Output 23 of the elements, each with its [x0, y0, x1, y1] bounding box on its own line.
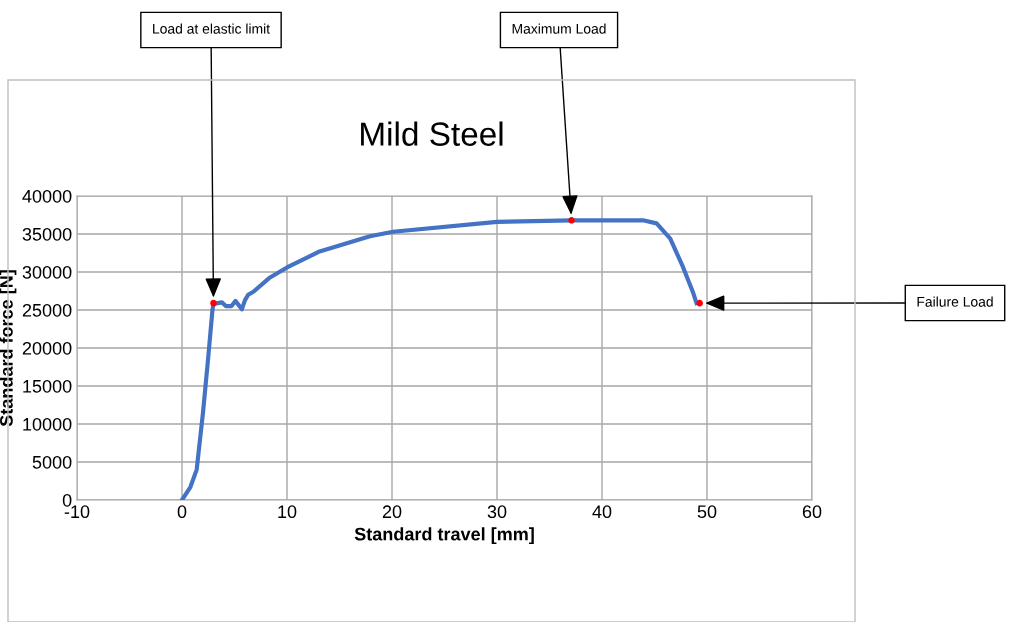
x-tick-label: 20	[382, 505, 402, 519]
annotation: Failure Load	[917, 296, 993, 307]
x-tick-label: 60	[802, 505, 822, 519]
x-tick-label: 50	[697, 505, 717, 519]
y-tick-label: 10000	[23, 417, 72, 431]
y-tick-label: 35000	[22, 227, 72, 241]
annotation: Load at elastic limit	[153, 23, 270, 34]
y-tick-label: 15000	[23, 379, 72, 393]
x-tick-label: 0	[177, 505, 187, 519]
y-axis-title: Standard force [N]	[0, 270, 17, 427]
y-tick-label: 0	[62, 493, 72, 507]
y-tick-label: 20000	[22, 341, 72, 355]
y-tick-label: 25000	[22, 303, 72, 317]
chart-title: Mild Steel	[361, 121, 503, 146]
x-tick-label: 10	[278, 505, 297, 519]
y-tick-label: 30000	[22, 265, 72, 279]
x-tick-label: -10	[64, 505, 90, 519]
y-tick-label: 5000	[32, 455, 72, 469]
x-tick-label: 40	[592, 505, 612, 519]
y-tick-label: 40000	[22, 189, 72, 203]
x-axis-title: Standard travel [mm]	[354, 527, 534, 545]
x-tick-label: 30	[487, 505, 507, 519]
annotation: Maximum Load	[512, 23, 606, 34]
